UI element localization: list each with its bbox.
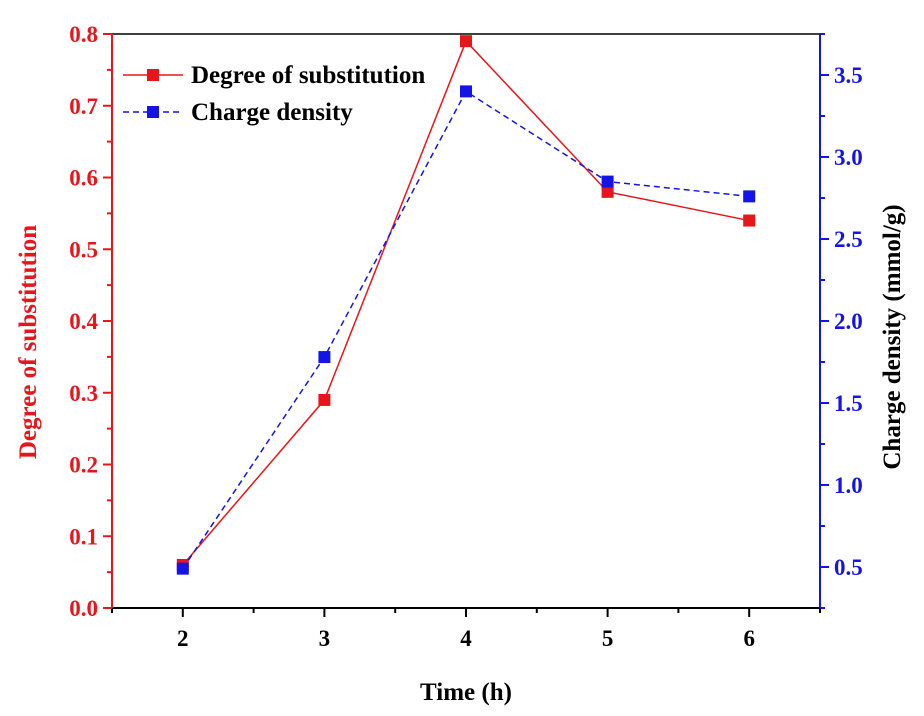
legend-degree-of-substitution-marker xyxy=(147,69,159,81)
y-left-tick-label: 0.8 xyxy=(69,22,98,47)
series-charge-density-point xyxy=(743,190,756,203)
y-left-tick-label: 0.7 xyxy=(69,94,98,119)
y-axis-left: 0.0 0.1 0.2 0.3 0.4 0.5 0.6 0.7 0.8 xyxy=(69,22,113,621)
y-left-tick-label: 0.4 xyxy=(69,309,98,334)
series-degree-of-substitution-point xyxy=(601,185,614,198)
y-axis-right: 0.5 1.0 1.5 2.0 2.5 3.0 3.5 xyxy=(819,33,863,609)
y-left-tick-label: 0.1 xyxy=(69,524,98,549)
y-right-tick-label: 1.0 xyxy=(834,473,863,498)
x-axis: 2 3 4 5 6 xyxy=(111,607,821,651)
y-left-tick-label: 0.3 xyxy=(69,381,98,406)
x-tick-label: 3 xyxy=(319,626,331,651)
y-right-tick-label: 0.5 xyxy=(834,555,863,580)
x-axis-title: Time (h) xyxy=(420,679,512,706)
y-left-tick-label: 0.2 xyxy=(69,453,98,478)
y-right-tick-label: 3.0 xyxy=(834,145,863,170)
y-right-tick-label: 2.5 xyxy=(834,227,863,252)
series-charge-density-point xyxy=(601,175,614,188)
legend: Degree of substitution Charge density xyxy=(123,62,425,126)
series-degree-of-substitution-point xyxy=(460,35,472,48)
series-charge-density-point xyxy=(460,85,472,98)
y-axis-left-title: Degree of substitution xyxy=(15,225,42,459)
y-left-tick-label: 0.6 xyxy=(69,166,98,191)
legend-charge-density-marker xyxy=(147,106,159,118)
x-tick-label: 5 xyxy=(602,626,614,651)
x-tick-label: 6 xyxy=(743,626,755,651)
x-tick-label: 2 xyxy=(177,626,189,651)
series-charge-density-line xyxy=(182,90,750,570)
series-degree-of-substitution-point xyxy=(318,393,331,406)
y-left-tick-label: 0.0 xyxy=(69,596,98,621)
series-charge-density-point xyxy=(176,562,189,575)
series-charge-density-point xyxy=(318,351,331,364)
y-right-tick-label: 1.5 xyxy=(834,391,863,416)
x-tick-label: 4 xyxy=(460,626,472,651)
y-axis-right-title: Charge density (mmol/g) xyxy=(879,204,906,469)
y-right-tick-label: 3.5 xyxy=(834,63,863,88)
legend-charge-density-label: Charge density xyxy=(191,99,353,126)
series-degree-of-substitution-point xyxy=(743,214,756,227)
legend-degree-of-substitution-label: Degree of substitution xyxy=(191,62,425,89)
y-right-tick-label: 2.0 xyxy=(834,309,863,334)
series-layer xyxy=(176,35,756,575)
y-left-tick-label: 0.5 xyxy=(69,237,98,262)
